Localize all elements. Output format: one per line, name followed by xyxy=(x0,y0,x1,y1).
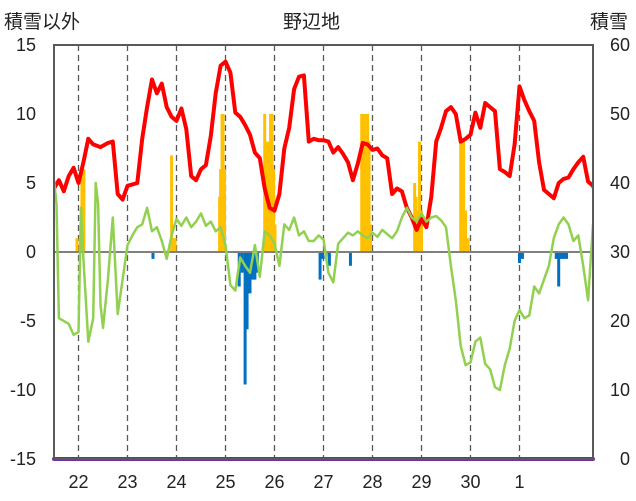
negative_bars-bar-10 xyxy=(321,252,325,259)
negative_bars-bar-14 xyxy=(518,252,521,264)
plot-frame xyxy=(53,44,594,460)
negative_bars-bar-18 xyxy=(559,252,563,259)
left-tick-label: 0 xyxy=(26,242,36,262)
bar-series xyxy=(75,114,569,385)
negative_bars-bar-17 xyxy=(557,252,561,287)
positive_bars-bar-29 xyxy=(418,141,422,252)
positive_bars-bar-33 xyxy=(462,141,466,252)
left-tick-label: -10 xyxy=(10,380,36,400)
line-series xyxy=(54,59,593,392)
right-tick-label: 0 xyxy=(620,449,630,469)
vertical-grid-lines xyxy=(77,45,521,459)
negative_bars-bar-13 xyxy=(348,252,352,266)
green_line-line xyxy=(54,178,593,392)
negative_bars-bar-7 xyxy=(253,252,257,280)
x-tick-label: 1 xyxy=(514,472,524,492)
positive_bars-bar-24 xyxy=(367,141,371,252)
x-axis-tick-labels: 22 23 24 25 26 27 28 29 30 1 xyxy=(68,472,524,492)
left-axis-tick-labels: 15 10 5 0 -5 -10 -15 xyxy=(10,35,36,469)
x-tick-label: 27 xyxy=(313,472,333,492)
left-tick-label: 10 xyxy=(16,104,36,124)
right-tick-label: 50 xyxy=(610,104,630,124)
negative_bars-bar-12 xyxy=(327,252,331,266)
x-tick-label: 22 xyxy=(68,472,88,492)
negative_bars-bar-4 xyxy=(245,252,249,330)
positive_bars-bar-30 xyxy=(420,210,423,252)
x-tick-label: 29 xyxy=(411,472,431,492)
left-tick-label: 15 xyxy=(16,35,36,55)
positive_bars-bar-10 xyxy=(223,169,227,252)
positive_bars-bar-25 xyxy=(369,224,373,252)
right-tick-label: 60 xyxy=(610,35,630,55)
negative_bars-bar-19 xyxy=(562,252,566,259)
positive_bars-bar-3 xyxy=(170,155,174,252)
x-tick-label: 28 xyxy=(362,472,382,492)
x-tick-label: 25 xyxy=(215,472,235,492)
x-tick-label: 24 xyxy=(166,472,186,492)
negative_bars-bar-3 xyxy=(243,252,247,385)
negative_bars-bar-6 xyxy=(251,252,255,280)
positive_bars-bar-0 xyxy=(75,238,79,252)
right-tick-label: 30 xyxy=(610,242,630,262)
x-tick-label: 23 xyxy=(117,472,137,492)
positive_bars-bar-18 xyxy=(273,224,277,252)
negative_bars-bar-9 xyxy=(318,252,322,280)
positive_bars-bar-4 xyxy=(171,238,175,252)
right-axis-label: 積雪 xyxy=(590,12,629,33)
chart-title: 野辺地 xyxy=(283,12,341,33)
right-axis-tick-labels: 60 50 40 30 20 10 0 xyxy=(610,35,630,469)
x-tick-label: 30 xyxy=(460,472,480,492)
negative_bars-bar-16 xyxy=(554,252,558,259)
x-tick-label: 26 xyxy=(264,472,284,492)
positive_bars-bar-5 xyxy=(173,238,177,252)
negative_bars-bar-0 xyxy=(151,252,155,259)
right-tick-label: 10 xyxy=(610,380,630,400)
left-tick-label: -15 xyxy=(10,449,36,469)
positive_bars-bar-35 xyxy=(466,238,470,252)
positive_bars-bar-34 xyxy=(464,210,468,252)
positive_bars-bar-2 xyxy=(82,169,86,252)
left-tick-label: 5 xyxy=(26,173,36,193)
left-tick-label: -5 xyxy=(20,311,36,331)
left-axis-label: 積雪以外 xyxy=(4,12,81,33)
right-tick-label: 40 xyxy=(610,173,630,193)
negative_bars-bar-20 xyxy=(565,252,569,259)
negative_bars-bar-15 xyxy=(520,252,524,259)
right-tick-label: 20 xyxy=(610,311,630,331)
temperature-line xyxy=(54,59,593,232)
